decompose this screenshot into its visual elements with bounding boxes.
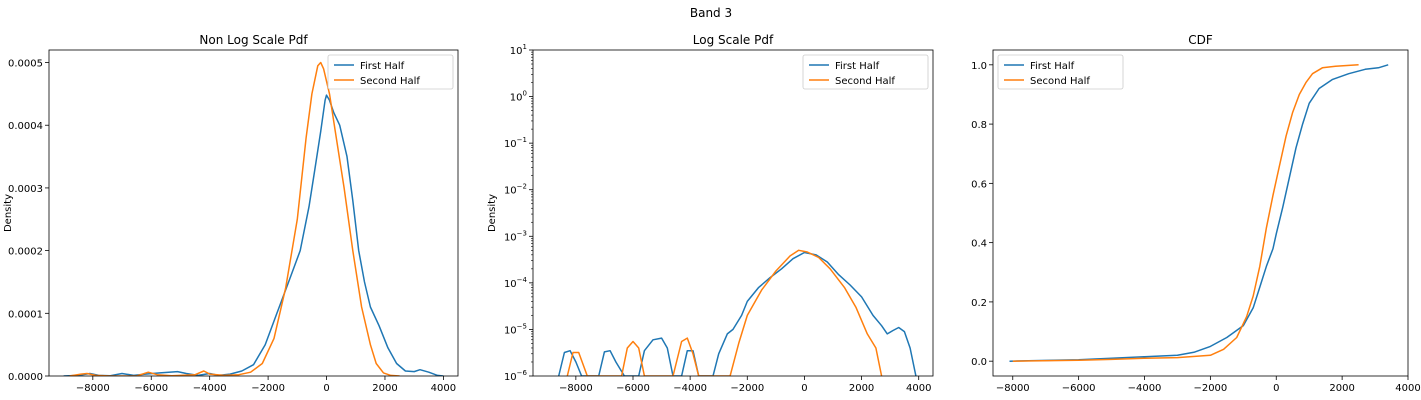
chart-panel-1: −8000 −6000 −4000 −2000 0 2000 4000 0.0000 0.000… (3, 33, 459, 394)
y-tick-label: 0.0004 (8, 121, 43, 132)
x-tick-label: −2000 (730, 383, 764, 394)
axes-frame (48, 49, 459, 377)
y-tick-label: 10−1 (504, 136, 527, 150)
x-tick-label: −2000 (251, 383, 285, 394)
x-tick-label: 2000 (849, 383, 874, 394)
x-tick-label: 0 (323, 383, 329, 394)
x-tick-label: −8000 (996, 383, 1030, 394)
x-tick-label: −8000 (76, 383, 110, 394)
y-tick-label: 10−3 (504, 229, 527, 243)
y-tick-label: 0.8 (971, 120, 987, 131)
series-line-second-half (1012, 64, 1359, 362)
legend-box (997, 54, 1124, 90)
series-line-second-half (566, 249, 883, 376)
x-tick-label: −6000 (134, 383, 168, 394)
y-tick-label: 10−5 (504, 322, 527, 336)
chart-panel-2: −8000 −6000 −4000 −2000 0 2000 4000 10−6 10−5 10−… (487, 33, 934, 394)
x-tick-label: 2000 (1329, 383, 1354, 394)
series-line-first-half (557, 251, 917, 376)
chart-panel-3: −8000 −6000 −4000 −2000 0 2000 4000 0.0 0.2 0.4 0.… (971, 33, 1421, 394)
axes-frame (532, 49, 934, 377)
legend-box (327, 54, 454, 90)
y-tick-label: 0.0000 (8, 372, 43, 383)
chart-title: CDF (1188, 33, 1213, 47)
y-tick-label: 0.0001 (8, 309, 43, 320)
y-tick-label: 10−2 (504, 183, 527, 197)
x-tick-label: 0 (801, 383, 807, 394)
x-tick-label: −6000 (1062, 383, 1096, 394)
x-tick-label: −4000 (1128, 383, 1162, 394)
legend: First Half Second Half (997, 54, 1124, 90)
y-tick-label: 0.4 (971, 239, 987, 250)
y-tick-label: 101 (510, 43, 527, 57)
y-axis-label: Density (3, 194, 14, 232)
x-tick-label: 2000 (372, 383, 397, 394)
y-tick-label: 0.0002 (8, 247, 43, 258)
chart-title: Log Scale Pdf (693, 33, 774, 47)
y-tick-label: 100 (510, 90, 527, 104)
chart-title: Non Log Scale Pdf (199, 33, 308, 47)
legend-box (802, 54, 929, 90)
y-tick-label: 10−4 (504, 276, 528, 290)
y-tick-label: 1.0 (971, 61, 987, 72)
y-tick-label: 0.2 (971, 298, 987, 309)
x-tick-label: −8000 (559, 383, 593, 394)
y-axis-label: Density (487, 194, 498, 232)
x-tick-label: 4000 (1395, 383, 1420, 394)
x-tick-label: 0 (1273, 383, 1279, 394)
y-tick-label: 0.0 (971, 357, 987, 368)
figure-title: Band 3 (690, 6, 732, 20)
legend-label: First Half (835, 61, 880, 72)
legend-label: Second Half (1030, 76, 1090, 87)
y-tick-label: 0.6 (971, 179, 987, 190)
x-tick-label: −2000 (1193, 383, 1227, 394)
x-tick-label: 4000 (431, 383, 456, 394)
series-line-first-half (63, 94, 444, 376)
y-tick-label: 10−6 (504, 369, 528, 383)
y-tick-label: 0.0005 (8, 59, 43, 70)
x-tick-label: −6000 (616, 383, 650, 394)
x-tick-label: 4000 (906, 383, 931, 394)
series-line-first-half (1009, 64, 1389, 362)
legend-label: First Half (360, 61, 405, 72)
y-tick-label: 0.0003 (8, 184, 43, 195)
legend-label: Second Half (835, 76, 895, 87)
x-tick-label: −4000 (193, 383, 227, 394)
x-tick-label: −4000 (673, 383, 707, 394)
legend: First Half Second Half (802, 54, 929, 90)
legend: First Half Second Half (327, 54, 454, 90)
legend-label: First Half (1030, 61, 1075, 72)
legend-label: Second Half (360, 76, 420, 87)
series-line-second-half (69, 61, 400, 376)
axes-frame (992, 49, 1409, 377)
